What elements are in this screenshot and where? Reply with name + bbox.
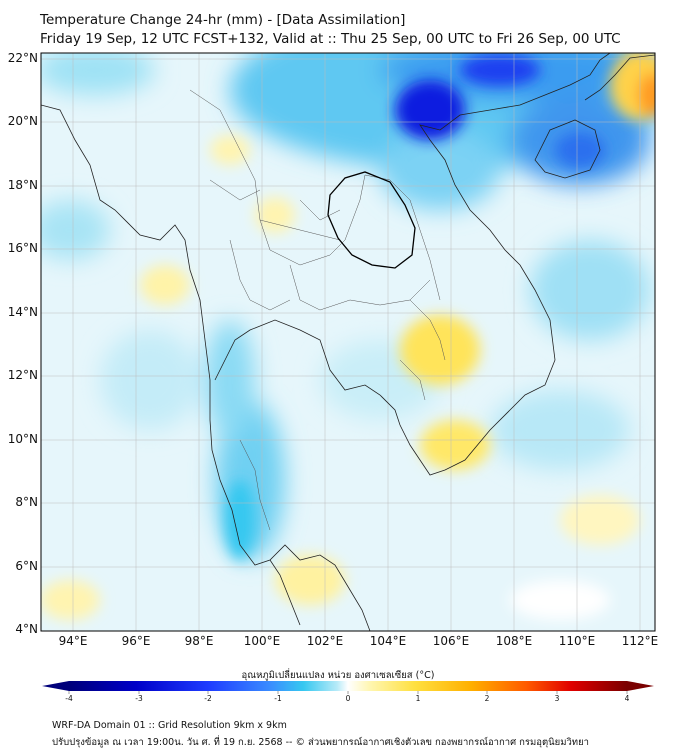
colorbar-tick-label: 0 bbox=[345, 694, 351, 703]
gridlines bbox=[41, 53, 655, 631]
lat-label: 18°N bbox=[7, 178, 38, 192]
lon-label: 102°E bbox=[306, 634, 344, 648]
lon-label: 94°E bbox=[58, 634, 88, 648]
colorbar-tick-label: -4 bbox=[65, 694, 73, 703]
footer-credit: ปรับปรุงข้อมูล ณ เวลา 19:00น. วัน ศ. ที่… bbox=[52, 737, 589, 748]
map-subtitle: Friday 19 Sep, 12 UTC FCST+132, Valid at… bbox=[40, 31, 621, 47]
colorbar-tick-label: 3 bbox=[554, 694, 560, 703]
coastlines bbox=[41, 53, 655, 631]
temperature-field bbox=[41, 53, 655, 631]
map-frame bbox=[40, 52, 656, 632]
colorbar-tick-label: 4 bbox=[624, 694, 630, 703]
lat-label: 10°N bbox=[7, 432, 38, 446]
lat-label: 6°N bbox=[15, 559, 38, 573]
colorbar-tick-label: -2 bbox=[204, 694, 212, 703]
colorbar-max-arrow bbox=[627, 681, 654, 691]
lat-label: 16°N bbox=[7, 241, 38, 255]
colorbar-ticks bbox=[68, 691, 628, 694]
lat-label: 4°N bbox=[15, 622, 38, 636]
lon-label: 108°E bbox=[495, 634, 533, 648]
lon-label: 112°E bbox=[621, 634, 659, 648]
footer-model-info: WRF-DA Domain 01 :: Grid Resolution 9km … bbox=[52, 720, 287, 731]
colorbar-tick-label: 2 bbox=[484, 694, 490, 703]
lon-label: 98°E bbox=[184, 634, 214, 648]
colorbar-title: อุณหภูมิเปลี่ยนแปลง หน่วย องศาเซลเซียส (… bbox=[241, 670, 435, 681]
lat-label: 12°N bbox=[7, 368, 38, 382]
lon-label: 96°E bbox=[121, 634, 151, 648]
lon-label: 100°E bbox=[243, 634, 281, 648]
lat-label: 8°N bbox=[15, 495, 38, 509]
lat-label: 14°N bbox=[7, 305, 38, 319]
colorbar-tick-label: -3 bbox=[135, 694, 143, 703]
lat-label: 20°N bbox=[7, 114, 38, 128]
colorbar bbox=[69, 681, 627, 691]
lon-label: 106°E bbox=[432, 634, 470, 648]
colorbar-tick-label: 1 bbox=[415, 694, 421, 703]
country-border-highlight bbox=[327, 171, 416, 269]
map-title: Temperature Change 24-hr (mm) - [Data As… bbox=[40, 12, 406, 28]
lon-label: 104°E bbox=[369, 634, 407, 648]
colorbar-min-arrow bbox=[42, 681, 69, 691]
admin-borders bbox=[189, 89, 446, 531]
lat-label: 22°N bbox=[7, 51, 38, 65]
lon-label: 110°E bbox=[558, 634, 596, 648]
colorbar-tick-label: -1 bbox=[274, 694, 282, 703]
